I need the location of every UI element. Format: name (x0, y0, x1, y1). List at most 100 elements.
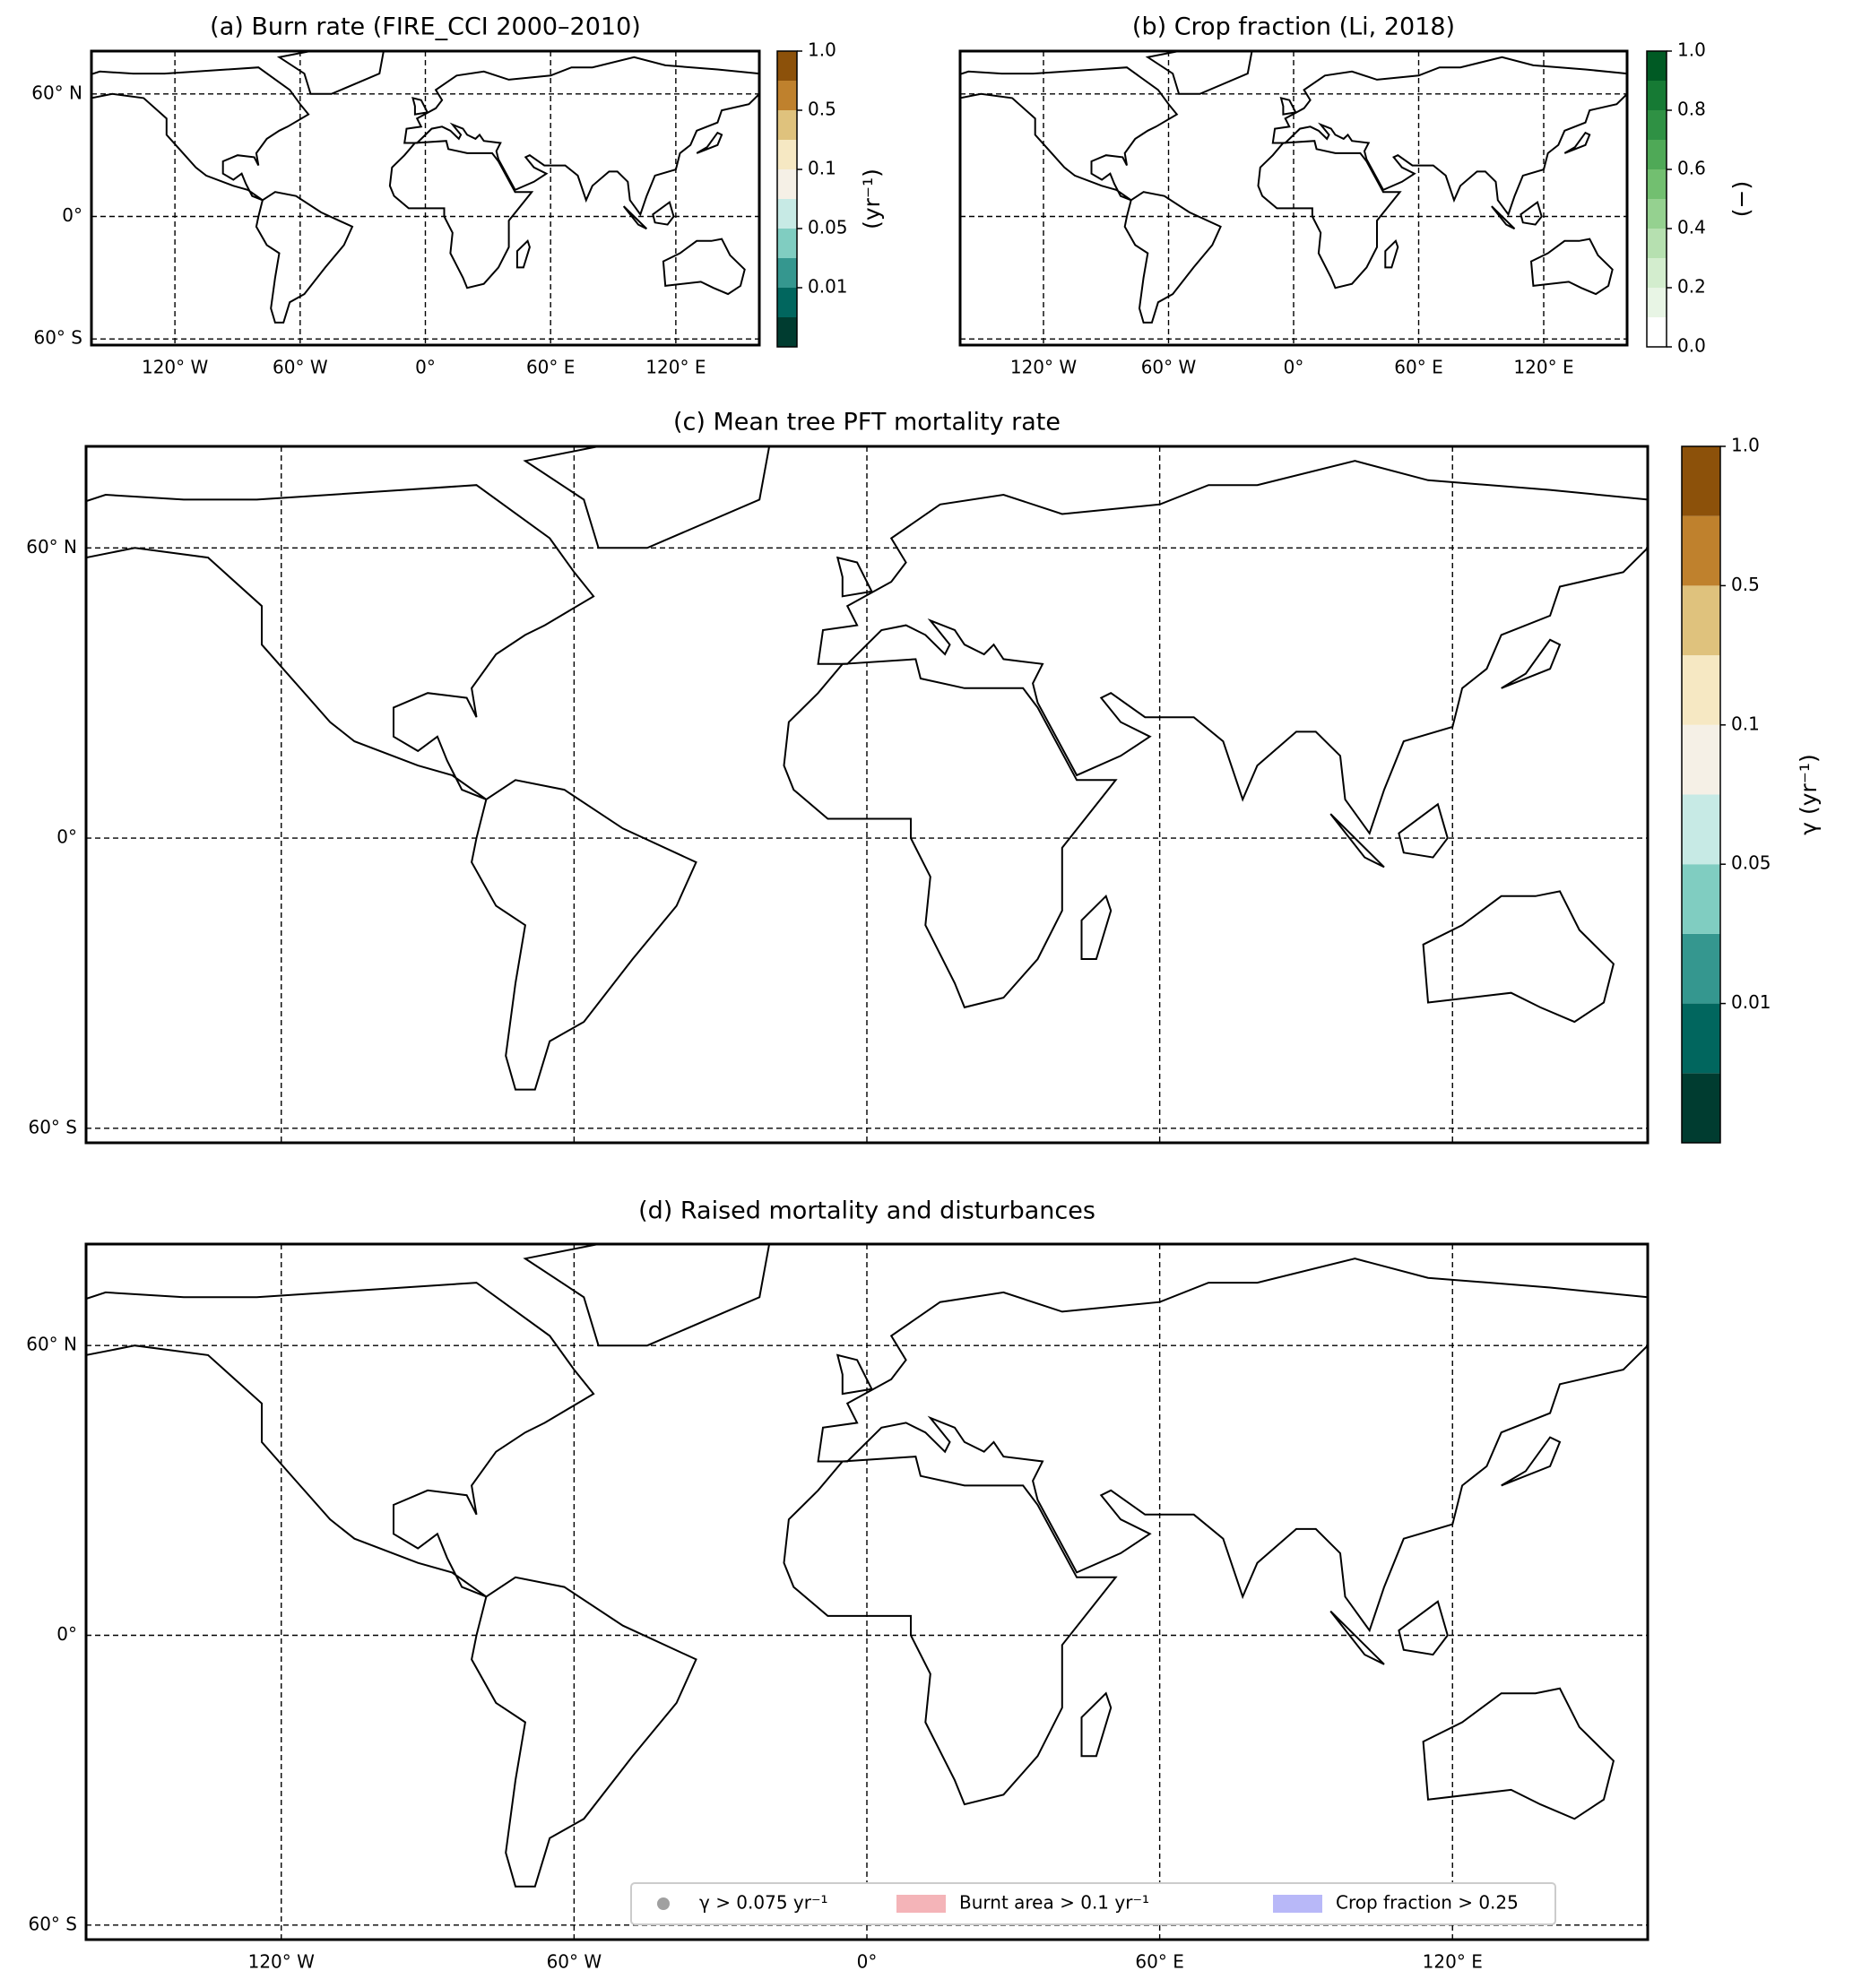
colorbar-segment (777, 258, 797, 288)
x-tick-label: 60° E (1135, 1951, 1183, 1973)
colorbar-tick-label: 1.0 (1731, 435, 1760, 456)
x-tick-label: 120° W (142, 357, 209, 378)
coastline (1145, 51, 1253, 95)
x-tick-label: 60° W (273, 357, 328, 378)
coastline (515, 238, 531, 269)
coastline (960, 66, 1179, 202)
x-tick-label: 60° E (526, 357, 575, 378)
coastline (86, 1282, 595, 1598)
colorbar-segment (1647, 51, 1667, 81)
coastline (1422, 890, 1615, 1024)
colorbar-segment (1647, 110, 1667, 140)
colorbar-segment (1682, 446, 1720, 516)
colorbar-segment (777, 199, 797, 229)
coastline (523, 1244, 771, 1347)
coastline (1279, 97, 1297, 116)
map-frame (958, 49, 1629, 347)
coastline (255, 191, 354, 324)
legend-label: Crop fraction > 0.25 (1336, 1892, 1519, 1914)
colorbar-segment (1682, 1003, 1720, 1074)
colorbar-tick-label: 0.4 (1677, 217, 1706, 238)
coastline (1398, 802, 1449, 859)
coastline (1501, 638, 1562, 689)
map-panel: 120° W 60° W 0° 60° E 120° E (b) Crop fractio… (958, 13, 1754, 378)
colorbar-tick-label: 0.0 (1677, 335, 1706, 357)
x-tick-label: 60° E (1394, 357, 1442, 378)
coastline (411, 97, 429, 116)
colorbar-segment (777, 110, 797, 140)
y-tick-label: 60° N (26, 536, 77, 558)
colorbar-segment (1682, 724, 1720, 795)
coastline (1529, 238, 1614, 296)
panel-title: (d) Raised mortality and disturbances (638, 1197, 1095, 1225)
coastline (1257, 140, 1402, 290)
map-area (86, 446, 1648, 1143)
coastline (388, 140, 534, 290)
colorbar-segment (1647, 81, 1667, 110)
x-tick-label: 60° W (1141, 357, 1197, 378)
colorbar-tick-label: 0.01 (1731, 991, 1771, 1013)
map-frame (90, 49, 761, 347)
colorbar-tick-label: 0.6 (1677, 158, 1706, 179)
colorbar-tick-label: 0.2 (1677, 276, 1706, 298)
coastline (662, 238, 746, 296)
y-tick-label: 60° S (28, 1116, 77, 1137)
colorbar-segment (777, 140, 797, 169)
map-panel: 60° N 0° 60° S (c) Mean tree PFT mortality … (26, 409, 1822, 1145)
coastline (276, 51, 385, 95)
colorbar-tick-label: 0.01 (808, 276, 848, 298)
coastline (523, 446, 771, 549)
coastline (817, 460, 1648, 835)
colorbar-segment (1682, 864, 1720, 934)
colorbar-frame (1646, 50, 1667, 348)
map-area (960, 51, 1627, 345)
coastline (1080, 894, 1113, 960)
colorbar-segment (777, 229, 797, 258)
coastline (1080, 1691, 1113, 1758)
coastline (86, 484, 595, 800)
coastline (1123, 191, 1222, 324)
y-tick-label: 60° N (26, 1334, 77, 1355)
x-tick-label: 120° W (248, 1951, 316, 1973)
colorbar-tick-label: 0.05 (808, 217, 848, 238)
colorbar-segment (1682, 585, 1720, 656)
coastline (652, 200, 675, 226)
colorbar-segment (777, 51, 797, 81)
x-tick-label: 60° W (547, 1951, 602, 1973)
colorbar-tick-label: 1.0 (1677, 39, 1706, 61)
colorbar-tick-label: 0.8 (1677, 99, 1706, 120)
colorbar-segment (1647, 199, 1667, 229)
coastline (696, 131, 723, 154)
colorbar-label: γ (yr⁻¹) (1796, 754, 1822, 835)
coastline (403, 56, 759, 217)
coastline (622, 205, 648, 230)
y-tick-label: 60° N (31, 82, 82, 103)
legend-marker (657, 1897, 670, 1910)
y-tick-label: 0° (56, 826, 77, 848)
panel-title: (a) Burn rate (FIRE_CCI 2000–2010) (210, 13, 641, 41)
coastline (471, 779, 697, 1091)
coastline (783, 1456, 1118, 1806)
coastline (91, 66, 310, 202)
colorbar-segment (1682, 933, 1720, 1004)
colorbar-label: (−) (1728, 181, 1754, 217)
colorbar-tick-label: 0.5 (808, 99, 836, 120)
coastline (1520, 200, 1543, 226)
colorbar-segment (777, 317, 797, 347)
colorbar-segment (1647, 229, 1667, 258)
x-tick-label: 0° (415, 357, 436, 378)
map-panel: 120° W 60° W 0° 60° E 120° E 60° N 0° 60° S (a) … (31, 13, 885, 378)
x-tick-label: 120° E (1513, 357, 1573, 378)
coastline (1422, 1687, 1615, 1820)
coastline (783, 658, 1118, 1009)
colorbar-segment (777, 169, 797, 199)
colorbar-segment (1647, 258, 1667, 288)
coastline (1329, 813, 1385, 869)
y-tick-label: 60° S (28, 1913, 77, 1934)
legend-label: Burnt area > 0.1 yr⁻¹ (959, 1892, 1149, 1914)
colorbar-segment (1682, 655, 1720, 725)
coastline (1501, 1436, 1562, 1487)
panel-title: (b) Crop fraction (Li, 2018) (1132, 13, 1455, 41)
colorbar-label: (yr⁻¹) (859, 169, 885, 229)
